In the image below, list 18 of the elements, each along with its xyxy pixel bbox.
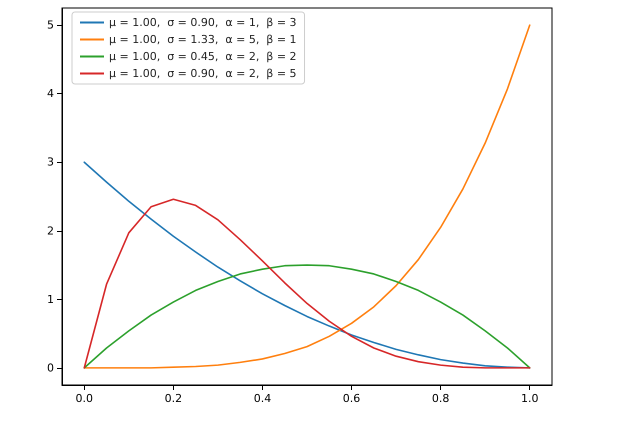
legend-label: μ = 1.00, σ = 0.90, α = 1, β = 3: [109, 16, 297, 29]
y-tick-label: 0: [47, 361, 54, 374]
legend-label: μ = 1.00, σ = 0.45, α = 2, β = 2: [109, 50, 297, 63]
x-tick-label: 0.8: [432, 392, 450, 405]
y-tick-label: 1: [47, 292, 54, 306]
x-tick-label: 1.0: [520, 392, 538, 405]
legend-label: μ = 1.00, σ = 1.33, α = 5, β = 1: [109, 33, 297, 46]
line-series: [83, 264, 531, 369]
x-tick-label: 0.6: [342, 392, 360, 405]
x-tick-label: 0.0: [76, 392, 94, 405]
legend-label: μ = 1.00, σ = 0.90, α = 2, β = 5: [109, 67, 297, 80]
x-tick-label: 0.2: [164, 392, 182, 405]
y-tick-label: 4: [47, 87, 54, 100]
line-series: [83, 198, 531, 369]
x-tick-label: 0.4: [254, 392, 272, 405]
y-tick-label: 5: [47, 18, 54, 32]
y-tick-label: 3: [47, 156, 54, 169]
y-tick-label: 2: [47, 224, 54, 238]
